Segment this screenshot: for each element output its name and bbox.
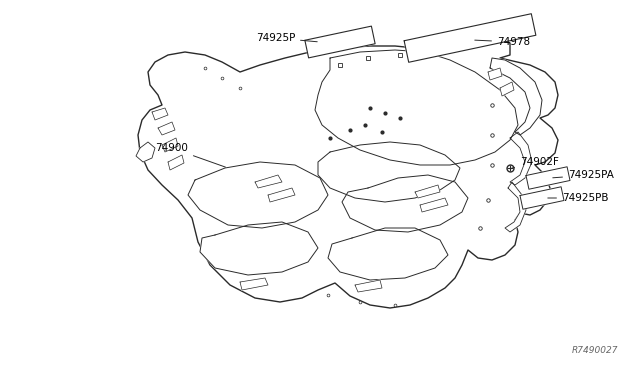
Polygon shape [255, 175, 282, 188]
Polygon shape [158, 122, 175, 135]
Polygon shape [500, 82, 514, 96]
Polygon shape [490, 58, 542, 135]
Polygon shape [136, 142, 155, 162]
Text: R7490027: R7490027 [572, 346, 618, 355]
Polygon shape [404, 14, 536, 62]
Polygon shape [510, 132, 532, 185]
Polygon shape [520, 187, 564, 209]
Polygon shape [200, 222, 318, 275]
Polygon shape [415, 185, 440, 198]
Polygon shape [188, 162, 328, 228]
Polygon shape [505, 182, 526, 232]
Text: 74902F: 74902F [512, 157, 559, 168]
Polygon shape [168, 155, 184, 170]
Polygon shape [420, 198, 448, 212]
Polygon shape [138, 40, 558, 308]
Polygon shape [305, 26, 375, 58]
Text: 74925P: 74925P [255, 33, 317, 43]
Polygon shape [488, 68, 502, 80]
Polygon shape [526, 167, 570, 189]
Polygon shape [342, 175, 468, 232]
Text: 74978: 74978 [475, 37, 530, 47]
Polygon shape [355, 280, 382, 292]
Polygon shape [240, 278, 268, 290]
Text: 74925PB: 74925PB [548, 193, 609, 203]
Text: 74925PA: 74925PA [553, 170, 614, 180]
Polygon shape [162, 138, 178, 152]
Polygon shape [318, 142, 460, 202]
Polygon shape [152, 108, 168, 120]
Text: 74900: 74900 [155, 143, 225, 167]
Polygon shape [268, 188, 295, 202]
Polygon shape [315, 50, 518, 165]
Polygon shape [328, 228, 448, 280]
